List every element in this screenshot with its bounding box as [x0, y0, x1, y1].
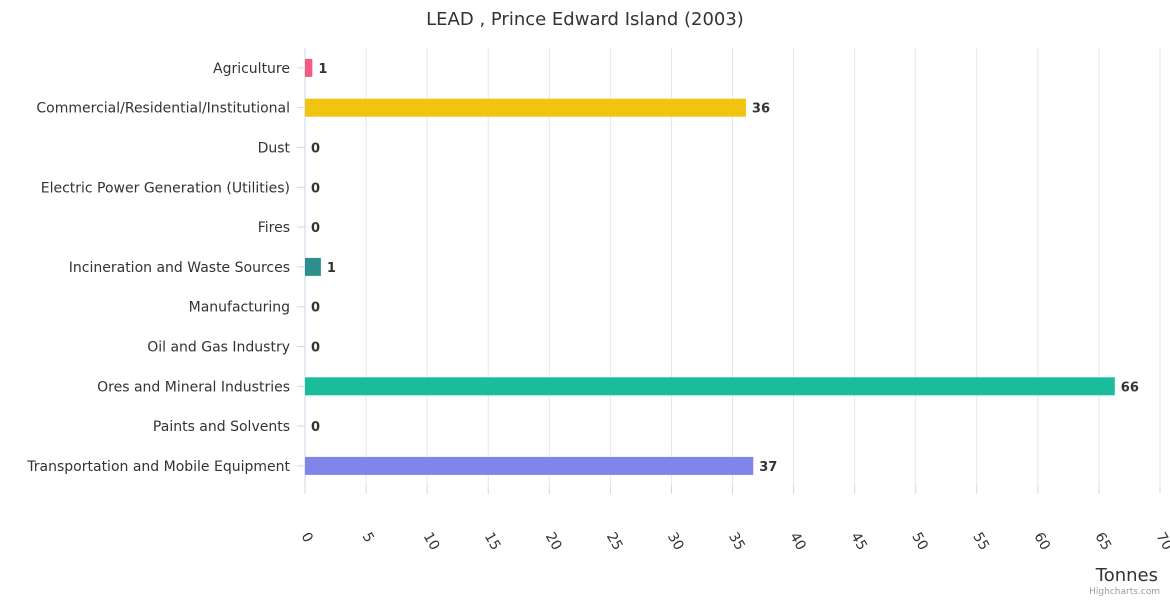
- grid-lines: [304, 48, 1161, 486]
- data-label: 0: [311, 341, 320, 356]
- data-label: 0: [311, 420, 320, 435]
- x-tick-label: 35: [725, 530, 748, 553]
- x-axis-ticks: 0 5 10 15 20 25 30 35 40 45 50 55 60 65 70: [298, 485, 1170, 553]
- category-label: Fires: [258, 220, 290, 236]
- bar[interactable]: [305, 377, 1115, 396]
- chart-title: LEAD , Prince Edward Island (2003): [426, 9, 744, 30]
- data-labels: 1 36 0 0 0 1 0 0 66 0 37: [311, 62, 1139, 475]
- x-tick-label: 30: [664, 530, 687, 553]
- credits-link[interactable]: Highcharts.com: [1089, 587, 1160, 597]
- x-tick-label: 5: [359, 530, 377, 546]
- data-label: 0: [311, 301, 320, 316]
- x-tick-label: 40: [786, 530, 809, 553]
- x-tick-label: 25: [603, 530, 626, 553]
- category-label: Transportation and Mobile Equipment: [26, 459, 290, 475]
- category-label: Paints and Solvents: [153, 419, 290, 435]
- category-label: Incineration and Waste Sources: [69, 260, 290, 276]
- x-tick-label: 65: [1091, 530, 1114, 553]
- category-label: Commercial/Residential/Institutional: [36, 101, 290, 117]
- data-label: 0: [311, 142, 320, 157]
- bars-group: [305, 58, 1115, 475]
- bar[interactable]: [305, 98, 746, 117]
- category-label: Ores and Mineral Industries: [97, 379, 290, 395]
- category-label: Manufacturing: [189, 300, 290, 316]
- category-label: Agriculture: [213, 61, 290, 77]
- x-tick-label: 20: [542, 530, 565, 553]
- bar[interactable]: [305, 456, 754, 475]
- x-tick-label: 70: [1153, 530, 1170, 553]
- category-labels: Agriculture Commercial/Residential/Instit…: [26, 61, 305, 475]
- bar[interactable]: [305, 58, 313, 77]
- category-label: Electric Power Generation (Utilities): [41, 180, 290, 196]
- data-label: 66: [1121, 380, 1139, 395]
- x-tick-label: 45: [847, 530, 870, 553]
- data-label: 36: [752, 102, 770, 117]
- x-tick-label: 15: [481, 530, 504, 553]
- x-tick-label: 50: [908, 530, 931, 553]
- category-label: Oil and Gas Industry: [147, 340, 290, 356]
- data-label: 37: [759, 460, 777, 475]
- data-label: 0: [311, 181, 320, 196]
- x-tick-label: 55: [969, 530, 992, 553]
- data-label: 0: [311, 221, 320, 236]
- x-tick-label: 0: [298, 530, 316, 546]
- category-label: Dust: [258, 141, 291, 157]
- x-tick-label: 10: [420, 530, 443, 553]
- bar[interactable]: [305, 257, 321, 276]
- data-label: 1: [327, 261, 336, 276]
- x-tick-label: 60: [1030, 530, 1053, 553]
- data-label: 1: [318, 62, 327, 77]
- x-axis-title: Tonnes: [1095, 565, 1158, 586]
